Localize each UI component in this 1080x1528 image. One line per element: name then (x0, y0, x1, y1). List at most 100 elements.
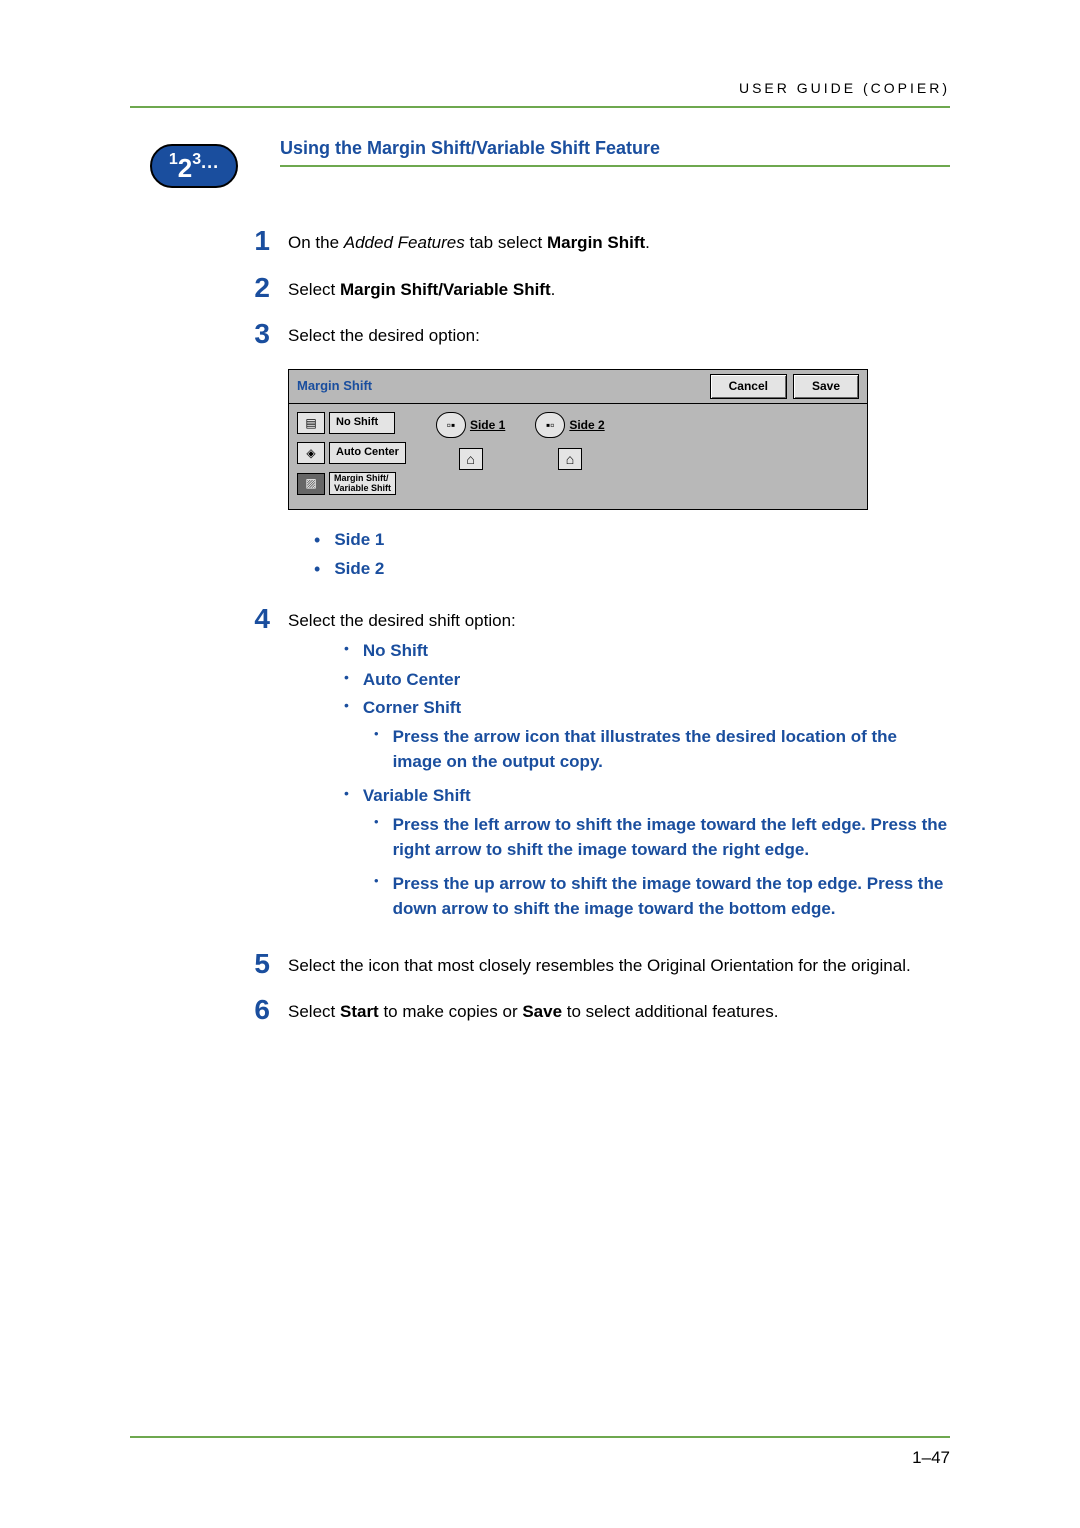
side1-column: ▫▪ Side 1 ⌂ (436, 412, 505, 495)
bottom-divider (130, 1436, 950, 1438)
bold: Margin Shift (547, 233, 645, 252)
bullet-text: Side 2 (334, 557, 384, 582)
bullet-variable-shift-sub1: • Press the left arrow to shift the imag… (374, 813, 950, 862)
page: USER GUIDE (COPIER) 123... Using the Mar… (0, 0, 1080, 1103)
options-column: ▤ No Shift ◈ Auto Center ▨ (297, 412, 406, 495)
bullet-side2: • Side 2 (314, 557, 950, 582)
step-body: Select the desired option: Margin Shift … (288, 320, 950, 586)
dialog-title-text: Margin Shift (297, 377, 704, 396)
bullet-text: Press the arrow icon that illustrates th… (393, 725, 950, 774)
dialog-titlebar: Margin Shift Cancel Save (289, 370, 867, 404)
side2-column: ▪▫ Side 2 ⌂ (535, 412, 604, 495)
bullet-text: Press the left arrow to shift the image … (393, 813, 950, 862)
bullet-no-shift: • No Shift (344, 639, 950, 664)
text: On the (288, 233, 344, 252)
header-right-text: USER GUIDE (COPIER) (130, 80, 950, 96)
step4-bullets: • No Shift • Auto Center • Corner Shift (314, 639, 950, 921)
bullet-dot-icon: • (374, 725, 379, 774)
side1-header[interactable]: ▫▪ Side 1 (436, 412, 505, 438)
step-body: Select the desired shift option: • No Sh… (288, 605, 950, 932)
bullet-dot-icon: • (344, 784, 349, 809)
margin-shift-dialog: Margin Shift Cancel Save ▤ No Shift (288, 369, 868, 510)
orientation-icon[interactable]: ⌂ (558, 448, 582, 470)
section-title: Using the Margin Shift/Variable Shift Fe… (280, 138, 950, 167)
bullet-dot-icon: • (314, 528, 320, 553)
side1-icon: ▫▪ (436, 412, 466, 438)
side2-icon: ▪▫ (535, 412, 565, 438)
text: Select (288, 280, 340, 299)
step-number: 1 (240, 227, 270, 256)
page-icon: ▤ (297, 412, 325, 434)
option-label: No Shift (329, 412, 395, 434)
bullet-text: Variable Shift (363, 784, 471, 809)
step-body: On the Added Features tab select Margin … (288, 227, 950, 256)
content-row: 123... Using the Margin Shift/Variable S… (130, 138, 950, 1043)
page-number: 1–47 (130, 1448, 950, 1468)
bold: Margin Shift/Variable Shift (340, 280, 551, 299)
text: tab select (465, 233, 547, 252)
bullet-dot-icon: • (374, 872, 379, 921)
step-4: 4 Select the desired shift option: • No … (240, 605, 950, 932)
bullet-dot-icon: • (344, 639, 349, 664)
bullet-text: Side 1 (334, 528, 384, 553)
bullet-side1: • Side 1 (314, 528, 950, 553)
bullet-variable-shift-sub2: • Press the up arrow to shift the image … (374, 872, 950, 921)
orientation-icon[interactable]: ⌂ (459, 448, 483, 470)
bullet-auto-center: • Auto Center (344, 668, 950, 693)
step-body: Select Margin Shift/Variable Shift. (288, 274, 950, 303)
cancel-button[interactable]: Cancel (710, 374, 787, 399)
line2: Variable Shift (334, 483, 391, 493)
bullet-dot-icon: • (344, 696, 349, 721)
side2-header[interactable]: ▪▫ Side 2 (535, 412, 604, 438)
option-margin-variable-shift[interactable]: ▨ Margin Shift/ Variable Shift (297, 472, 406, 495)
right-column: Using the Margin Shift/Variable Shift Fe… (280, 138, 950, 1043)
step-3: 3 Select the desired option: Margin Shif… (240, 320, 950, 586)
step-5: 5 Select the icon that most closely rese… (240, 950, 950, 979)
bullet-text: Corner Shift (363, 696, 461, 721)
step-2: 2 Select Margin Shift/Variable Shift. (240, 274, 950, 303)
save-button[interactable]: Save (793, 374, 859, 399)
center-icon: ◈ (297, 442, 325, 464)
step-6: 6 Select Start to make copies or Save to… (240, 996, 950, 1025)
step-number: 4 (240, 605, 270, 932)
footer: 1–47 (130, 1436, 950, 1468)
step-number: 5 (240, 950, 270, 979)
dialog-body: ▤ No Shift ◈ Auto Center ▨ (289, 404, 867, 509)
steps-badge-icon: 123... (150, 144, 238, 188)
option-no-shift[interactable]: ▤ No Shift (297, 412, 406, 434)
text: . (645, 233, 650, 252)
step-body: Select the icon that most closely resemb… (288, 950, 950, 979)
option-label: Margin Shift/ Variable Shift (329, 472, 396, 495)
text: to make copies or (379, 1002, 523, 1021)
top-divider (130, 106, 950, 108)
bullet-corner-shift-sub: • Press the arrow icon that illustrates … (374, 725, 950, 774)
bullet-text: Press the up arrow to shift the image to… (393, 872, 950, 921)
bold: Start (340, 1002, 379, 1021)
text: Select (288, 1002, 340, 1021)
text: Select the desired shift option: (288, 611, 516, 630)
bullet-dot-icon: • (374, 813, 379, 862)
text: . (551, 280, 556, 299)
bullet-text: Auto Center (363, 668, 460, 693)
steps-list: 1 On the Added Features tab select Margi… (240, 227, 950, 1025)
step-number: 2 (240, 274, 270, 303)
step-body: Select Start to make copies or Save to s… (288, 996, 950, 1025)
bullet-corner-shift: • Corner Shift (344, 696, 950, 721)
option-auto-center[interactable]: ◈ Auto Center (297, 442, 406, 464)
side1-label: Side 1 (470, 417, 505, 434)
bullet-text: No Shift (363, 639, 428, 664)
option-label: Auto Center (329, 442, 406, 464)
text: Select the desired option: (288, 326, 480, 345)
bullet-variable-shift: • Variable Shift (344, 784, 950, 809)
step-number: 6 (240, 996, 270, 1025)
italic: Added Features (344, 233, 465, 252)
side2-label: Side 2 (569, 417, 604, 434)
bullet-dot-icon: • (344, 668, 349, 693)
bold: Save (522, 1002, 562, 1021)
step3-bullets: • Side 1 • Side 2 (314, 528, 950, 582)
step-1: 1 On the Added Features tab select Margi… (240, 227, 950, 256)
bullet-dot-icon: • (314, 557, 320, 582)
step-number: 3 (240, 320, 270, 586)
text: Select the icon that most closely resemb… (288, 956, 911, 975)
shift-icon: ▨ (297, 473, 325, 495)
